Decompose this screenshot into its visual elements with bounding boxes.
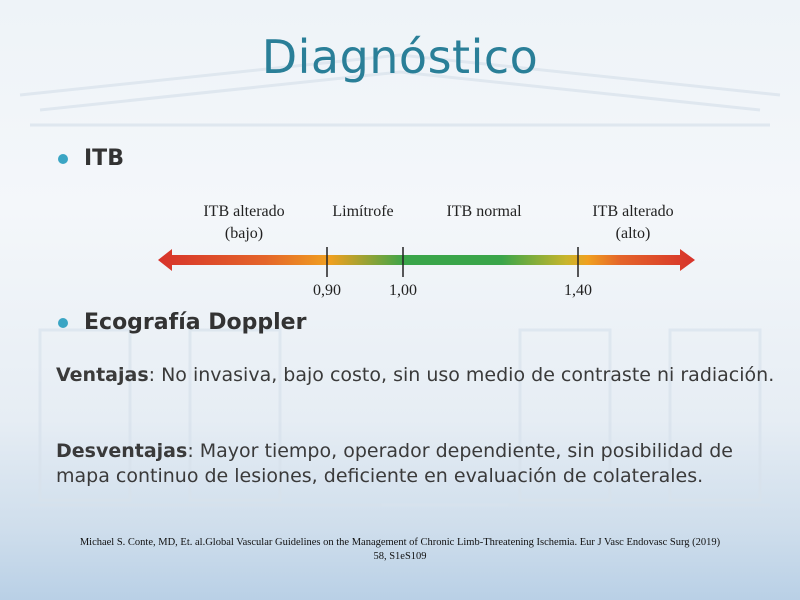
desventajas-text: : Mayor tiempo, operador dependiente, si… bbox=[56, 440, 733, 487]
label-itb-normal: ITB normal bbox=[446, 203, 522, 220]
label-itb-high-2: (alto) bbox=[616, 225, 651, 242]
bullet-itb-label: ITB bbox=[84, 146, 124, 171]
bullet-dot-icon bbox=[58, 153, 68, 164]
tick-label-100: 1,00 bbox=[389, 282, 417, 299]
bullet-doppler: Ecografía Doppler bbox=[58, 310, 306, 335]
scale-arrow bbox=[158, 249, 695, 271]
reference-citation: Michael S. Conte, MD, Et. al.Global Vasc… bbox=[40, 536, 760, 564]
slide-title: Diagnóstico bbox=[261, 30, 539, 84]
label-itb-low-1: ITB alterado bbox=[203, 203, 284, 220]
bullet-doppler-label: Ecografía Doppler bbox=[84, 310, 307, 335]
ventajas-label: Ventajas bbox=[56, 364, 149, 386]
bullet-dot-icon bbox=[58, 317, 68, 328]
reference-line-1: Michael S. Conte, MD, Et. al.Global Vasc… bbox=[79, 537, 721, 548]
tick-label-090: 0,90 bbox=[313, 282, 341, 299]
desventajas-paragraph: Desventajas: Mayor tiempo, operador depe… bbox=[56, 439, 776, 489]
bullet-itb: ITB bbox=[58, 146, 124, 171]
label-itb-low-2: (bajo) bbox=[225, 225, 263, 242]
label-itb-high-1: ITB alterado bbox=[592, 203, 673, 220]
desventajas-label: Desventajas bbox=[56, 440, 188, 462]
ventajas-text: : No invasiva, bajo costo, sin uso medio… bbox=[148, 364, 775, 386]
itb-scale-diagram: ITB alterado (bajo) Limítrofe ITB normal… bbox=[158, 203, 695, 299]
label-limitrofe: Limítrofe bbox=[332, 203, 393, 220]
tick-label-140: 1,40 bbox=[564, 282, 592, 299]
ventajas-paragraph: Ventajas: No invasiva, bajo costo, sin u… bbox=[56, 363, 776, 388]
reference-line-2: 58, S1eS109 bbox=[373, 551, 427, 562]
